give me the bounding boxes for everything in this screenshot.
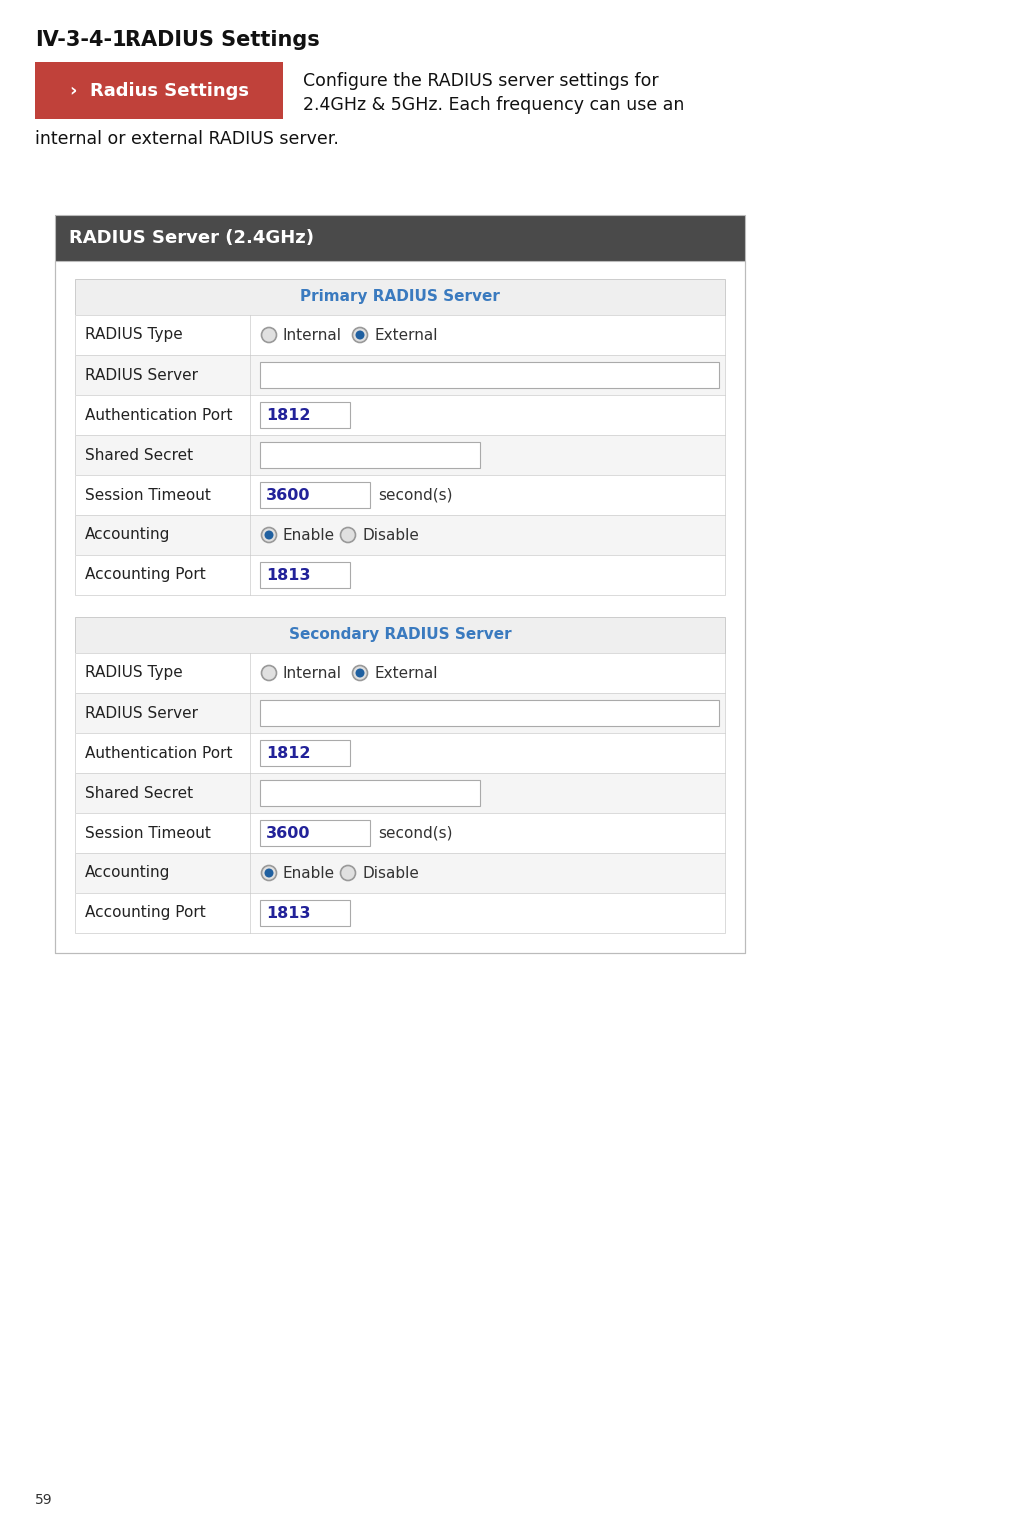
Text: 2.4GHz & 5GHz. Each frequency can use an: 2.4GHz & 5GHz. Each frequency can use an bbox=[303, 96, 685, 114]
Bar bbox=[260, 700, 719, 726]
Bar bbox=[35, 62, 283, 119]
Circle shape bbox=[262, 865, 277, 881]
Bar bbox=[75, 315, 725, 354]
Text: RADIUS Server (2.4GHz): RADIUS Server (2.4GHz) bbox=[69, 230, 314, 246]
Text: Shared Secret: Shared Secret bbox=[85, 785, 193, 800]
Text: External: External bbox=[374, 327, 437, 342]
Bar bbox=[260, 820, 370, 846]
Bar bbox=[75, 315, 725, 354]
Bar bbox=[75, 853, 725, 893]
Text: RADIUS Settings: RADIUS Settings bbox=[125, 30, 320, 50]
Bar bbox=[55, 214, 745, 262]
Bar bbox=[260, 443, 480, 468]
Bar bbox=[260, 741, 350, 767]
Bar bbox=[260, 402, 350, 427]
Bar bbox=[75, 555, 725, 595]
Bar bbox=[75, 278, 725, 315]
Bar bbox=[55, 262, 745, 954]
Text: ›  Radius Settings: › Radius Settings bbox=[70, 82, 248, 99]
Text: Secondary RADIUS Server: Secondary RADIUS Server bbox=[289, 628, 511, 642]
Text: 59: 59 bbox=[35, 1494, 53, 1507]
Bar bbox=[260, 780, 480, 806]
Text: second(s): second(s) bbox=[378, 488, 452, 502]
Bar bbox=[75, 475, 725, 516]
Bar bbox=[260, 900, 350, 926]
Bar bbox=[75, 516, 725, 555]
Text: Internal: Internal bbox=[283, 327, 342, 342]
Text: External: External bbox=[374, 666, 437, 680]
Text: 1813: 1813 bbox=[266, 567, 310, 583]
Bar bbox=[75, 694, 725, 733]
Text: Authentication Port: Authentication Port bbox=[85, 408, 232, 423]
Circle shape bbox=[262, 327, 277, 342]
Bar bbox=[75, 694, 725, 733]
Text: RADIUS Server: RADIUS Server bbox=[85, 706, 198, 721]
Circle shape bbox=[340, 865, 356, 881]
Text: Enable: Enable bbox=[283, 528, 335, 543]
Text: IV-3-4-1.: IV-3-4-1. bbox=[35, 30, 134, 50]
Bar bbox=[75, 555, 725, 595]
Circle shape bbox=[352, 666, 368, 680]
Bar bbox=[75, 395, 725, 435]
Bar bbox=[75, 354, 725, 395]
Text: 1812: 1812 bbox=[266, 408, 310, 423]
Circle shape bbox=[262, 528, 277, 543]
Text: 3600: 3600 bbox=[266, 826, 310, 841]
Text: Internal: Internal bbox=[283, 666, 342, 680]
Text: Enable: Enable bbox=[283, 865, 335, 881]
Text: internal or external RADIUS server.: internal or external RADIUS server. bbox=[35, 129, 339, 148]
Bar bbox=[260, 482, 370, 508]
Bar bbox=[75, 475, 725, 516]
Text: Session Timeout: Session Timeout bbox=[85, 826, 211, 841]
Bar bbox=[75, 814, 725, 853]
Text: Accounting Port: Accounting Port bbox=[85, 567, 206, 583]
Text: RADIUS Server: RADIUS Server bbox=[85, 368, 198, 382]
Text: Accounting Port: Accounting Port bbox=[85, 905, 206, 920]
Bar bbox=[75, 893, 725, 932]
Text: 1812: 1812 bbox=[266, 745, 310, 760]
Bar bbox=[75, 853, 725, 893]
Bar bbox=[75, 733, 725, 773]
Bar bbox=[75, 653, 725, 694]
Text: 3600: 3600 bbox=[266, 488, 310, 502]
Text: Disable: Disable bbox=[362, 865, 419, 881]
Text: Accounting: Accounting bbox=[85, 528, 171, 543]
Text: second(s): second(s) bbox=[378, 826, 452, 841]
Bar bbox=[260, 561, 350, 589]
Bar bbox=[75, 653, 725, 694]
Text: RADIUS Type: RADIUS Type bbox=[85, 666, 183, 680]
Circle shape bbox=[265, 868, 274, 878]
Text: Configure the RADIUS server settings for: Configure the RADIUS server settings for bbox=[303, 71, 659, 90]
Bar bbox=[75, 435, 725, 475]
Circle shape bbox=[262, 666, 277, 680]
Circle shape bbox=[356, 330, 365, 339]
Bar bbox=[75, 773, 725, 814]
Bar bbox=[260, 362, 719, 388]
Bar bbox=[75, 354, 725, 395]
Bar bbox=[75, 733, 725, 773]
Bar bbox=[75, 814, 725, 853]
Text: Accounting: Accounting bbox=[85, 865, 171, 881]
Bar bbox=[75, 618, 725, 653]
Circle shape bbox=[352, 327, 368, 342]
Bar bbox=[75, 893, 725, 932]
Bar bbox=[55, 214, 745, 954]
Text: Shared Secret: Shared Secret bbox=[85, 447, 193, 462]
Text: RADIUS Type: RADIUS Type bbox=[85, 327, 183, 342]
Text: Session Timeout: Session Timeout bbox=[85, 488, 211, 502]
Circle shape bbox=[340, 528, 356, 543]
Bar bbox=[75, 395, 725, 435]
Text: Authentication Port: Authentication Port bbox=[85, 745, 232, 760]
Text: Primary RADIUS Server: Primary RADIUS Server bbox=[300, 289, 500, 304]
Circle shape bbox=[356, 669, 365, 677]
Bar bbox=[75, 516, 725, 555]
Bar bbox=[75, 435, 725, 475]
Bar bbox=[75, 773, 725, 814]
Text: 1813: 1813 bbox=[266, 905, 310, 920]
Circle shape bbox=[265, 531, 274, 540]
Text: Disable: Disable bbox=[362, 528, 419, 543]
